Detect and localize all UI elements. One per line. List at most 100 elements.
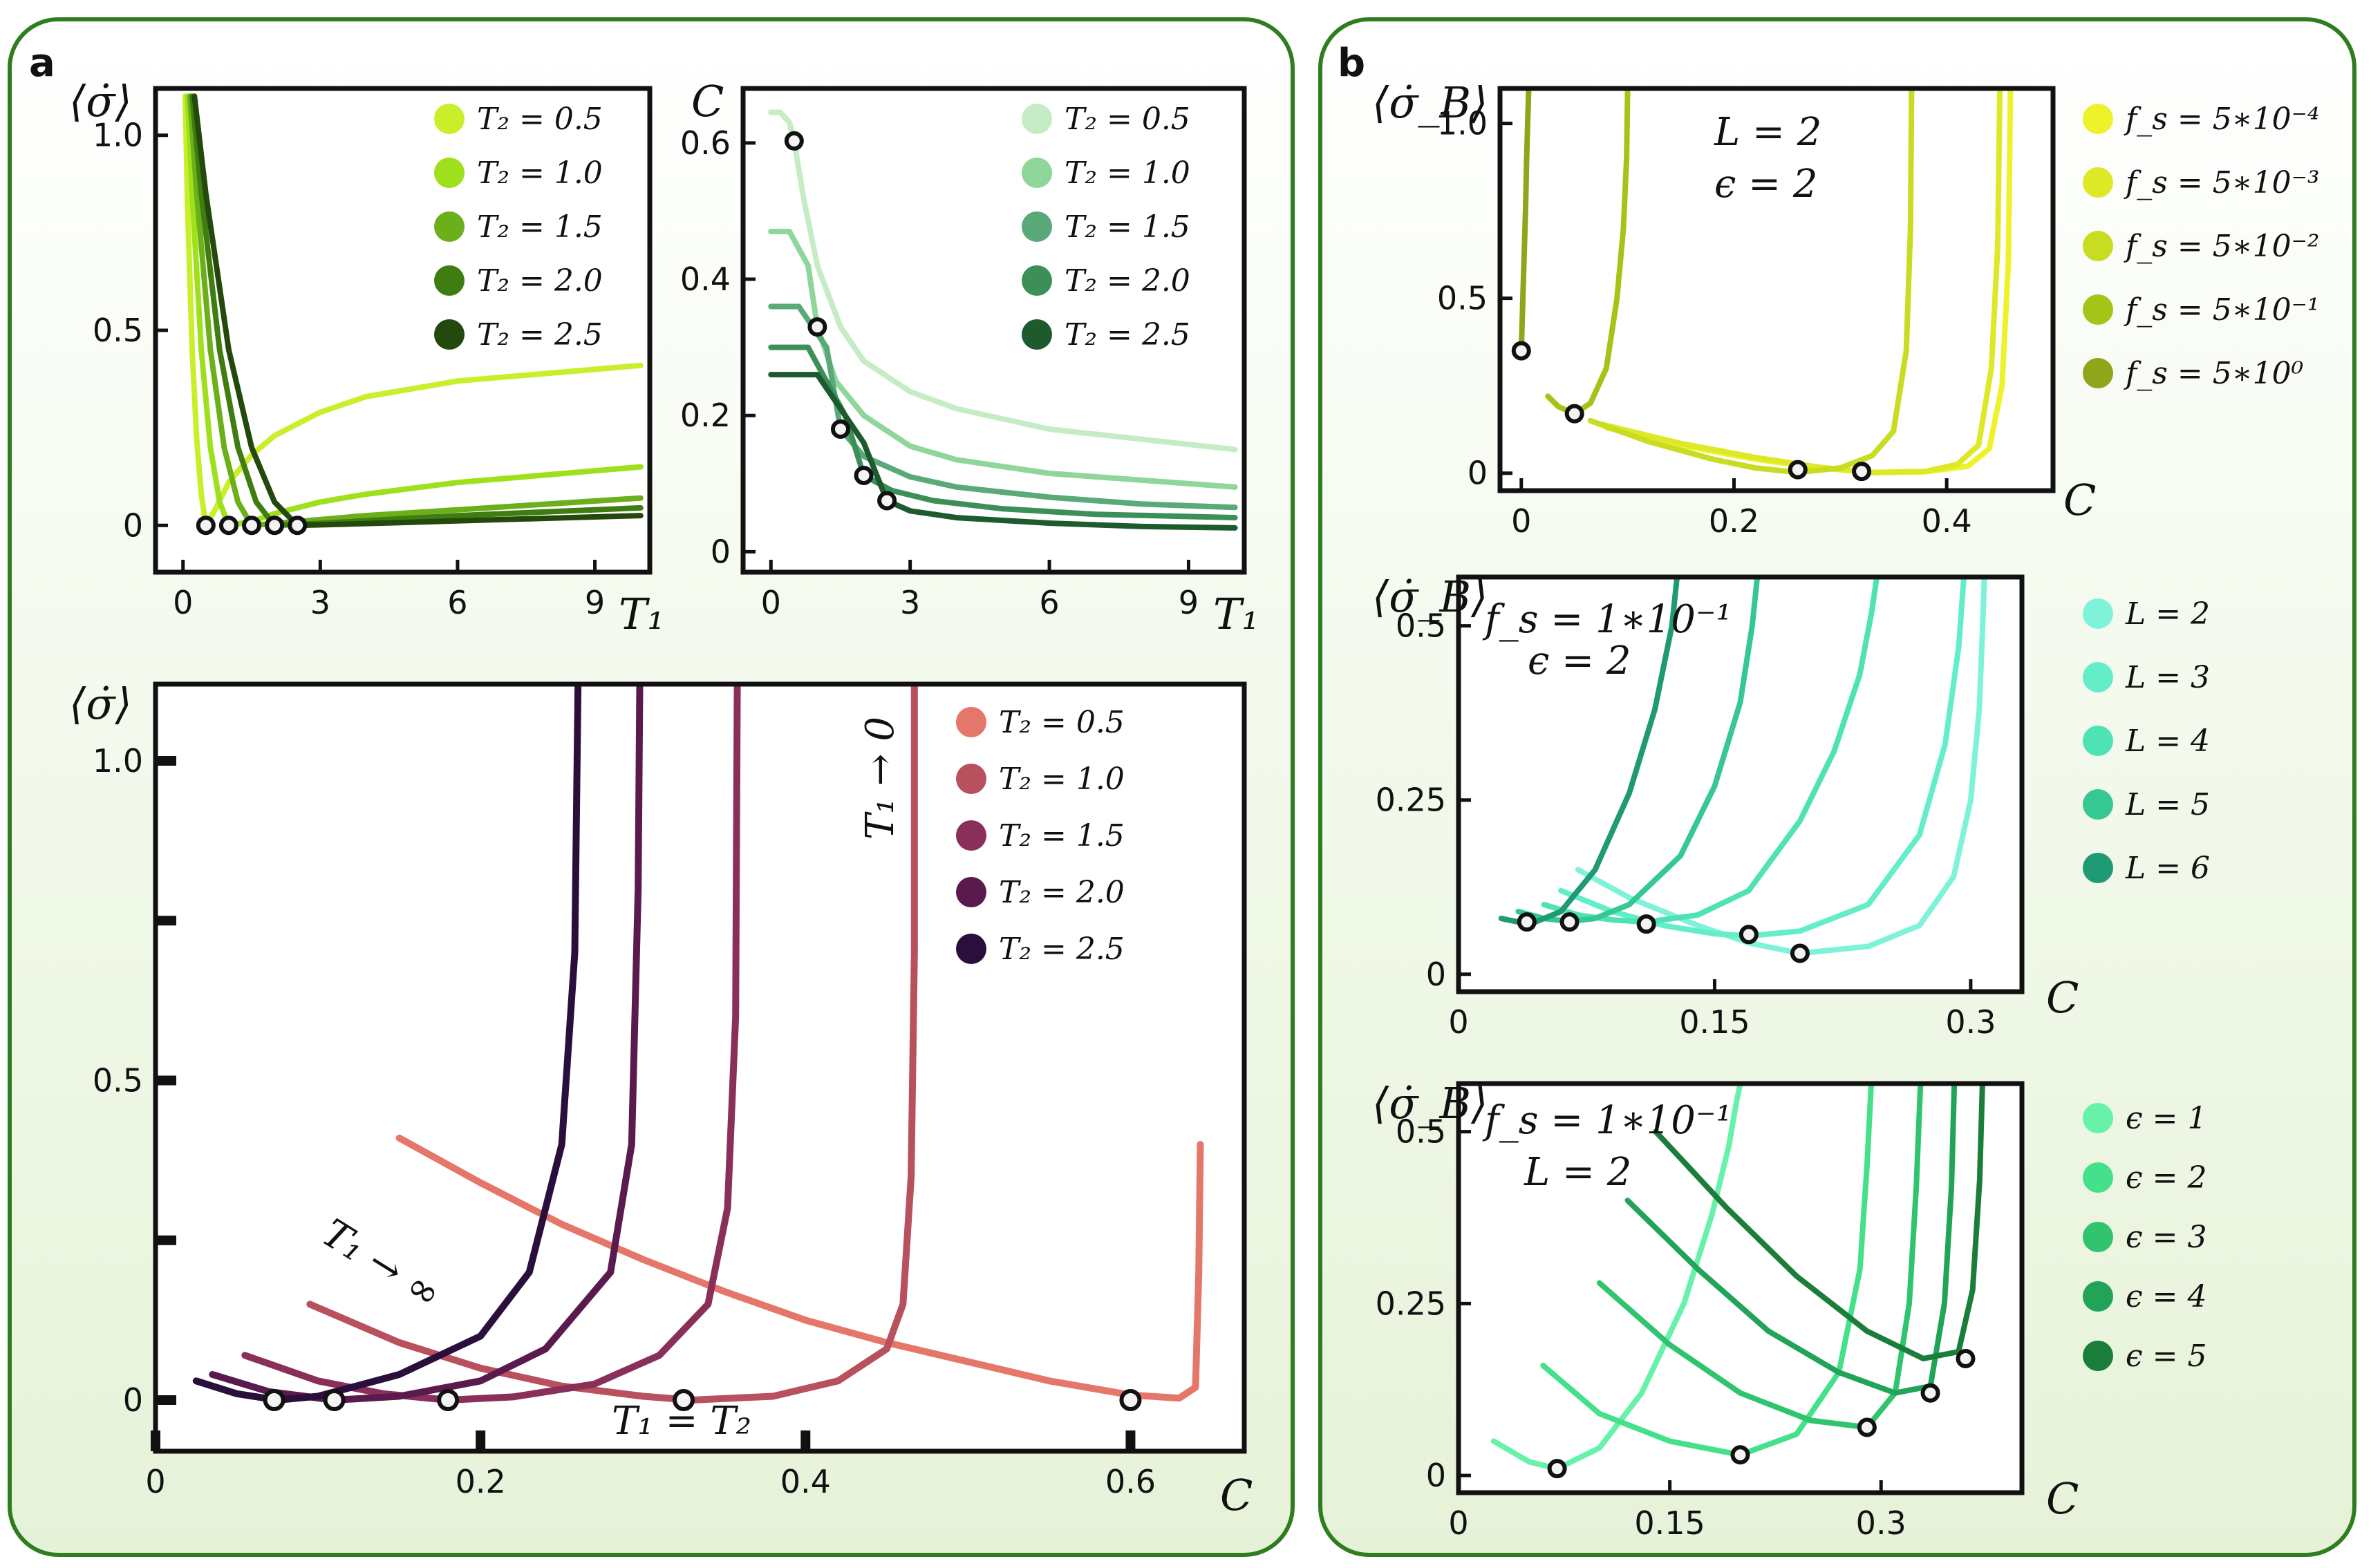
point-marker xyxy=(1790,943,1810,963)
series-line-4 xyxy=(1624,1084,1958,1396)
point-marker xyxy=(877,491,897,511)
legend-swatch xyxy=(2083,1281,2113,1312)
legend-label: ϵ = 5 xyxy=(2126,1339,2206,1374)
legend-swatch xyxy=(2083,1162,2113,1193)
legend-swatch xyxy=(434,265,465,296)
point-marker xyxy=(196,516,216,536)
point-marker xyxy=(323,1389,346,1411)
series-group xyxy=(1518,88,2014,475)
point-marker xyxy=(1636,914,1656,934)
series-line-2 xyxy=(768,229,1238,490)
legend: T₂ = 0.5 T₂ = 1.0 T₂ = 1.5 T₂ = 2.0 T₂ = 2.5 xyxy=(434,102,603,352)
y-tick-label: 1.0 xyxy=(1437,105,1488,142)
point-marker xyxy=(784,131,804,151)
series-line-1 xyxy=(1490,1084,1743,1472)
legend-label: T₂ = 2.0 xyxy=(999,875,1125,910)
point-marker xyxy=(1564,404,1584,424)
legend-label: T₂ = 1.0 xyxy=(477,155,603,191)
series-line-4 xyxy=(1515,577,1761,925)
x-tick-label: 0 xyxy=(761,584,781,621)
legend-swatch xyxy=(2083,231,2113,261)
legend: T₂ = 0.5 T₂ = 1.0 T₂ = 1.5 T₂ = 2.0 T₂ = 2.5 xyxy=(956,705,1125,967)
y-tick-label: 0.5 xyxy=(93,312,143,349)
legend-swatch xyxy=(434,104,465,134)
y-tick-label: 0 xyxy=(711,533,731,570)
legend-swatch xyxy=(2083,1103,2113,1133)
legend: ϵ = 1 ϵ = 2 ϵ = 3 ϵ = 4 ϵ = 5 xyxy=(2083,1101,2206,1374)
legend-label: L = 5 xyxy=(2125,787,2210,822)
x-tick-label: 9 xyxy=(585,584,605,621)
series-line-3 xyxy=(1587,88,1915,475)
y-axis-label: ⟨σ̇⟩ xyxy=(69,76,132,126)
legend-swatch xyxy=(956,707,986,737)
legend-swatch xyxy=(2083,789,2113,820)
point-marker xyxy=(1511,341,1531,361)
legend-label: T₂ = 1.5 xyxy=(1065,209,1190,245)
annotation-b2-eps: ϵ = 2 xyxy=(1528,639,1631,683)
series-line-4 xyxy=(1545,88,1631,417)
legend-swatch xyxy=(2083,1222,2113,1252)
plot-area xyxy=(1459,1084,2022,1493)
plot-area xyxy=(156,684,1244,1451)
legend-swatch xyxy=(956,877,986,907)
legend-label: T₂ = 0.5 xyxy=(999,705,1125,740)
x-tick-label: 0.15 xyxy=(1634,1504,1705,1542)
plot-frame xyxy=(740,86,1247,575)
legend-label: L = 6 xyxy=(2125,851,2210,886)
legend-label: T₂ = 0.5 xyxy=(1065,102,1190,137)
x-axis-label: C xyxy=(1220,1470,1253,1520)
annotation-b3-fs: f_s = 1∗10⁻¹ xyxy=(1482,1098,1732,1143)
series-line-1 xyxy=(1575,577,1987,956)
legend-label: ϵ = 1 xyxy=(2126,1101,2206,1136)
y-tick-label: 0 xyxy=(1468,455,1488,492)
legend: f_s = 5∗10⁻⁴ f_s = 5∗10⁻³ f_s = 5∗10⁻² f_s … xyxy=(2083,102,2319,391)
y-tick-label: 0.5 xyxy=(1437,280,1488,317)
panel-b-label: b xyxy=(1338,41,1365,86)
point-marker xyxy=(1547,1459,1567,1479)
series-line-2 xyxy=(1540,1084,1874,1458)
series-line-5 xyxy=(768,372,1238,531)
series-line-5 xyxy=(1518,88,1532,354)
point-marker xyxy=(1852,462,1872,482)
series-line-2 xyxy=(1598,88,2003,475)
x-tick-label: 0 xyxy=(173,584,193,621)
x-tick-label: 3 xyxy=(900,584,920,621)
chart-a1: 0 3 6 9 0 0.5 1.0⟨σ̇⟩ T₁ T₂ = 0.5 T₂ = 1.0 T₂ = 1.… xyxy=(69,76,664,639)
y-axis-label: ⟨σ̇⟩ xyxy=(69,679,132,729)
series-line-5 xyxy=(1653,1084,1985,1361)
y-tick-label: 1.0 xyxy=(93,117,143,154)
series-line-1 xyxy=(395,1134,1204,1402)
legend-swatch xyxy=(956,764,986,794)
x-tick-label: 0.4 xyxy=(1922,502,1972,540)
x-axis-label: C xyxy=(2046,972,2079,1023)
x-axis-label: T₁ xyxy=(1213,589,1259,639)
x-tick-label: 0.6 xyxy=(1105,1463,1156,1500)
y-tick-label: 0.6 xyxy=(680,124,731,162)
x-axis-label: C xyxy=(2046,1473,2079,1524)
point-marker xyxy=(288,516,308,536)
series-group xyxy=(192,684,1204,1404)
annotation-t1-to-zero: T₁ → 0 xyxy=(858,717,903,840)
legend-label: T₂ = 1.0 xyxy=(999,762,1125,797)
legend-label: ϵ = 3 xyxy=(2126,1220,2206,1255)
legend-swatch xyxy=(434,158,465,188)
legend-label: T₂ = 2.5 xyxy=(999,932,1125,967)
legend-swatch xyxy=(1022,158,1052,188)
legend-label: T₂ = 2.5 xyxy=(477,317,603,352)
legend-swatch xyxy=(2083,104,2113,134)
legend-label: f_s = 5∗10⁻² xyxy=(2124,229,2319,264)
point-marker xyxy=(1956,1348,1976,1368)
point-marker xyxy=(263,1389,285,1411)
point-marker xyxy=(218,516,238,536)
legend-swatch xyxy=(2083,598,2113,629)
plot-frame xyxy=(153,681,1247,1454)
legend-label: ϵ = 4 xyxy=(2126,1279,2206,1314)
chart-b1: 0 0.2 0.400.51.0⟨σ̇_B⟩Cf_s = 5∗10⁻⁴f_s = 5… xyxy=(1372,77,2319,540)
x-tick-label: 3 xyxy=(310,584,330,621)
plot-frame xyxy=(1456,1081,2025,1495)
point-marker xyxy=(672,1389,695,1411)
x-tick-label: 0.2 xyxy=(1709,502,1759,540)
y-tick-label: 0 xyxy=(1426,1457,1446,1494)
chart-a2: 0 3 6 9 0 0.2 0.4 0.6C T₁ T₂ = 0.5 T₂ = 1.0 T₂ = 1.… xyxy=(680,76,1259,639)
legend-label: L = 4 xyxy=(2125,724,2210,759)
